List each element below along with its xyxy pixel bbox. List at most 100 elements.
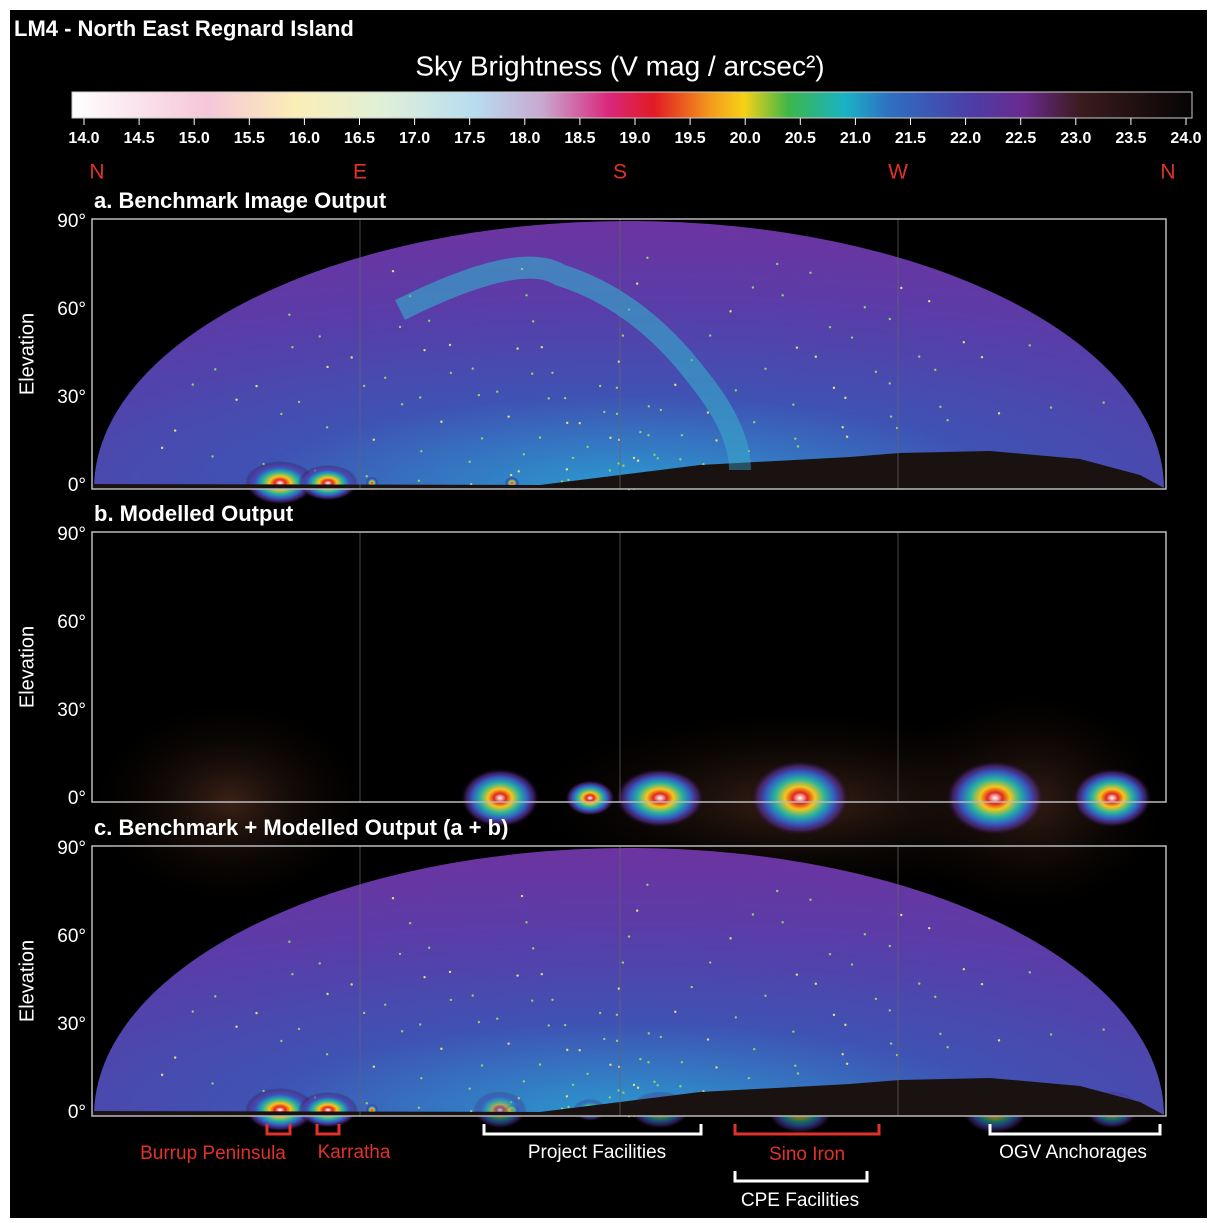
star [874, 997, 878, 1001]
bracket [988, 1124, 1162, 1136]
star [408, 921, 412, 925]
star [547, 1024, 550, 1027]
star [639, 1057, 642, 1061]
star [659, 1035, 663, 1039]
star [656, 1084, 659, 1087]
star [530, 372, 534, 375]
star [946, 1046, 949, 1049]
colorbar-tick-label: 17.5 [454, 130, 485, 147]
star [646, 256, 649, 259]
star [516, 347, 519, 350]
star [615, 1013, 619, 1016]
star [927, 926, 931, 930]
star [297, 1027, 301, 1031]
star [471, 994, 474, 997]
y-tick-label: 0° [68, 1102, 86, 1123]
panel-label: b. Modelled Output [94, 501, 294, 526]
star [734, 1016, 738, 1019]
colorbar-tick-label: 15.0 [179, 130, 210, 147]
star [680, 1060, 684, 1064]
colorbar-tick-label: 21.0 [840, 130, 871, 147]
star [160, 1073, 164, 1077]
panel: c. Benchmark + Modelled Output (a + b) El… [16, 256, 1167, 1134]
star [636, 1086, 640, 1089]
star [408, 294, 412, 298]
star [900, 286, 903, 290]
star [734, 389, 738, 392]
y-tick-label: 90° [57, 838, 86, 859]
star [927, 299, 931, 303]
light-glow [245, 1088, 315, 1132]
star [622, 1091, 625, 1094]
star [525, 921, 528, 924]
star [551, 998, 554, 1001]
star [531, 947, 535, 950]
star [326, 992, 329, 996]
star [627, 935, 631, 938]
y-axis-label: Elevation [16, 313, 38, 395]
star [647, 405, 651, 408]
sky-dome [94, 848, 1164, 1116]
star [420, 450, 423, 453]
direction-label: W [888, 161, 908, 184]
colorbar-tick-label: 21.5 [895, 130, 926, 147]
star [653, 1080, 656, 1084]
star [715, 439, 718, 442]
star [997, 412, 1001, 415]
star [888, 1009, 891, 1012]
bracket [482, 1124, 703, 1136]
star [609, 1063, 612, 1067]
direction-label: N [89, 161, 104, 184]
star [841, 426, 844, 429]
star [365, 475, 368, 478]
star [427, 946, 431, 949]
milky-way [395, 256, 751, 471]
figure-title: LM4 - North East Regnard Island [14, 16, 354, 41]
y-axis-label: Elevation [16, 626, 38, 708]
bracket [733, 1124, 881, 1136]
star [751, 286, 755, 289]
star [417, 479, 421, 483]
star [635, 909, 639, 912]
colorbar-tick-label: 14.5 [124, 130, 155, 147]
star [962, 968, 966, 971]
star [622, 464, 625, 467]
star [288, 940, 291, 943]
star [814, 982, 818, 985]
star [679, 1085, 682, 1088]
star [828, 952, 832, 956]
star [646, 883, 649, 886]
star [517, 470, 520, 473]
panel-label: a. Benchmark Image Output [94, 188, 387, 213]
star [617, 360, 621, 363]
star [795, 346, 799, 349]
star [578, 1048, 581, 1052]
star [563, 396, 567, 400]
star [468, 460, 471, 463]
star [889, 1042, 893, 1045]
bracket [315, 1124, 341, 1136]
star [647, 1061, 650, 1064]
star [706, 1038, 710, 1041]
colorbar [71, 91, 1193, 119]
star [522, 453, 526, 456]
star [729, 310, 732, 313]
star [795, 973, 799, 976]
star [586, 445, 589, 449]
star [679, 458, 682, 461]
star [566, 1048, 569, 1052]
star [598, 384, 602, 388]
star [659, 408, 663, 412]
star [647, 434, 650, 437]
y-tick-label: 90° [57, 211, 86, 232]
colorbar-tick-label: 24.0 [1170, 130, 1201, 147]
star [449, 998, 453, 1002]
star [291, 972, 294, 976]
y-tick-label: 60° [57, 926, 86, 947]
light-glow [1072, 768, 1152, 828]
light-glow [473, 1091, 527, 1129]
star [383, 1003, 387, 1007]
colorbar-tick-label: 22.0 [950, 130, 981, 147]
star [603, 410, 606, 414]
colorbar-tick-label: 22.5 [1005, 130, 1036, 147]
